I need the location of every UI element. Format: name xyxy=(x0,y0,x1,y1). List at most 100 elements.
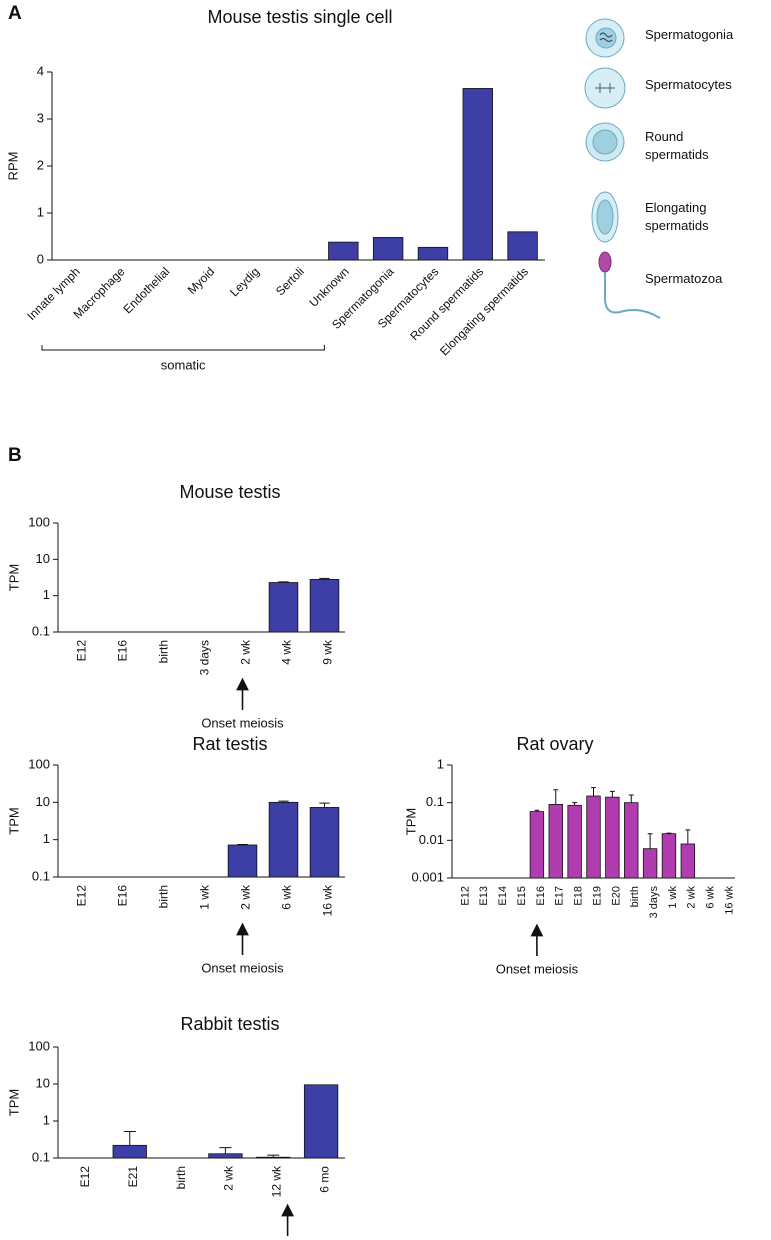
error-bar xyxy=(267,1154,280,1158)
y-tick-label: 0.1 xyxy=(426,794,444,809)
y-tick-label: 10 xyxy=(36,794,50,809)
x-tick-label: 2 wk xyxy=(239,639,253,665)
bar xyxy=(309,579,340,633)
bar xyxy=(372,237,404,261)
bar xyxy=(417,246,449,261)
y-tick-label: 2 xyxy=(37,157,44,172)
error-bar xyxy=(219,1147,232,1154)
y-tick-label: 10 xyxy=(36,551,50,566)
x-tick-label: Unknown xyxy=(306,264,351,309)
x-tick-label: 2 wk xyxy=(239,884,253,910)
x-tick-label: 16 wk xyxy=(321,884,335,916)
cell-type-label: Round spermatids xyxy=(645,129,709,162)
y-tick-label: 0.1 xyxy=(32,868,50,883)
error-bar xyxy=(534,809,540,812)
chart-title: Mouse testis xyxy=(179,482,280,502)
error-bar xyxy=(553,789,559,805)
bar xyxy=(642,848,658,879)
x-tick-label: 1 wk xyxy=(198,884,212,910)
x-tick-label: 16 wk xyxy=(723,886,735,915)
bar xyxy=(586,795,601,879)
bar xyxy=(309,807,340,878)
x-tick-label: 12 wk xyxy=(269,1165,283,1197)
error-bar xyxy=(123,1131,136,1146)
x-tick-label: E17 xyxy=(554,886,566,906)
x-tick-label: E20 xyxy=(610,886,622,906)
annotation: Onset meiosis xyxy=(201,715,284,730)
x-tick-label: birth xyxy=(629,886,641,907)
error-bar xyxy=(647,833,653,849)
bar xyxy=(548,803,563,879)
x-tick-label: E12 xyxy=(78,1166,92,1188)
y-tick-label: 0.001 xyxy=(411,869,444,884)
error-bar xyxy=(572,802,578,806)
y-tick-label: 0.1 xyxy=(32,1149,50,1164)
error-bar xyxy=(278,800,289,803)
error-bar xyxy=(591,787,596,797)
x-tick-label: 9 wk xyxy=(321,639,335,665)
y-tick-label: 0.1 xyxy=(32,623,50,638)
y-tick-label: 3 xyxy=(37,110,44,125)
y-tick-label: 1 xyxy=(437,756,444,771)
x-tick-label: E12 xyxy=(459,886,471,906)
error-bar xyxy=(319,577,330,580)
y-tick-label: 1 xyxy=(43,831,50,846)
y-tick-label: 100 xyxy=(28,514,50,529)
x-tick-label: E12 xyxy=(75,885,89,907)
error-bar xyxy=(666,832,672,834)
x-tick-label: Myoid xyxy=(185,264,218,297)
error-bar xyxy=(319,802,330,808)
x-tick-label: Sertoli xyxy=(273,264,307,298)
somatic-bracket xyxy=(41,345,325,351)
y-tick-label: 100 xyxy=(28,756,50,771)
y-axis-label: TPM xyxy=(6,807,21,834)
x-tick-label: E14 xyxy=(497,886,509,906)
chart-title: Rat ovary xyxy=(516,734,593,754)
bar xyxy=(268,801,299,878)
y-tick-label: 1 xyxy=(43,1112,50,1127)
error-bar xyxy=(278,581,289,583)
y-tick-label: 10 xyxy=(36,1075,50,1090)
x-tick-label: E19 xyxy=(591,886,603,906)
bar xyxy=(268,582,299,633)
x-tick-label: E21 xyxy=(126,1166,140,1188)
bar xyxy=(256,1156,291,1159)
x-tick-label: 1 wk xyxy=(667,886,679,909)
x-tick-label: birth xyxy=(157,640,171,663)
cell-type-label: Spermatozoa xyxy=(645,271,723,286)
bar xyxy=(680,843,696,879)
x-tick-label: E16 xyxy=(116,885,130,907)
error-bar xyxy=(628,794,634,803)
x-tick-label: 6 wk xyxy=(280,884,294,910)
bar xyxy=(227,844,258,878)
x-tick-label: E12 xyxy=(75,640,89,662)
x-tick-label: 2 wk xyxy=(686,886,698,909)
chart-title: Mouse testis single cell xyxy=(207,7,392,27)
x-tick-label: birth xyxy=(174,1166,188,1189)
x-tick-label: E15 xyxy=(516,886,528,906)
y-tick-label: 1 xyxy=(43,587,50,602)
y-tick-label: 4 xyxy=(37,63,44,78)
y-axis-label: TPM xyxy=(403,808,418,835)
cell-type-label: Spermatocytes xyxy=(645,77,732,92)
bar xyxy=(661,833,677,879)
x-tick-label: 3 days xyxy=(648,886,660,919)
bar xyxy=(567,804,582,879)
x-tick-label: 6 wk xyxy=(705,886,717,909)
x-tick-label: 4 wk xyxy=(280,639,294,665)
chart-title: Rat testis xyxy=(192,734,267,754)
chart-title: Rabbit testis xyxy=(180,1014,279,1034)
annotation: Onset meiosis xyxy=(201,960,284,975)
x-tick-label: E16 xyxy=(116,640,130,662)
x-tick-label: Elongating spermatids xyxy=(437,264,531,358)
annotation: Onset meiosis xyxy=(496,961,579,976)
bar xyxy=(112,1144,147,1159)
x-tick-label: 2 wk xyxy=(222,1165,236,1191)
bracket-label: somatic xyxy=(161,357,206,372)
cell-type-label: Elongating spermatids xyxy=(645,200,709,233)
bar xyxy=(208,1153,243,1159)
x-tick-label: Endothelial xyxy=(121,264,173,316)
error-bar xyxy=(609,790,615,798)
